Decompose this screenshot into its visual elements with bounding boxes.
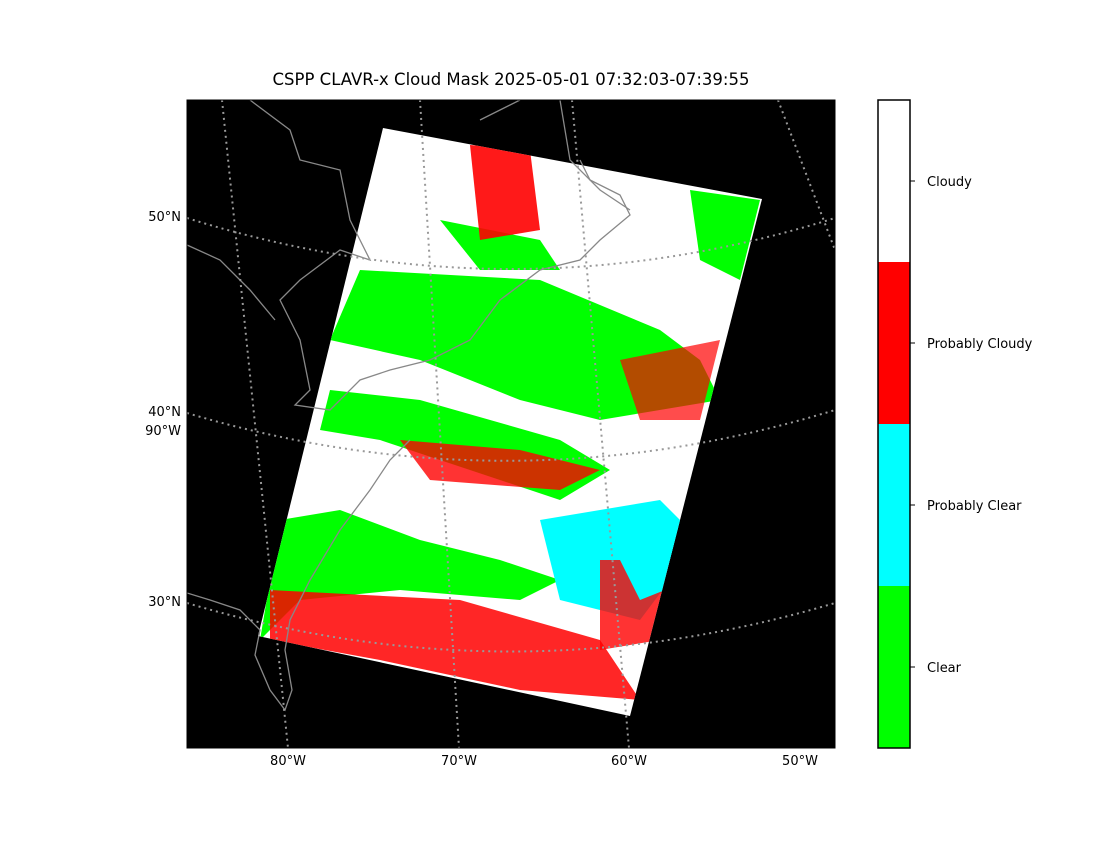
lon-label: 50°W: [782, 754, 818, 769]
lon-label: 70°W: [441, 754, 477, 769]
colorbar-segment: [878, 586, 910, 748]
colorbar-label: Probably Cloudy: [927, 337, 1033, 352]
map: 50°N 40°N 30°N 90°W 80°W 70°W 60°W 50°W: [145, 99, 836, 769]
colorbar-frame: [877, 99, 911, 749]
lat-label: 40°N: [148, 405, 181, 420]
colorbar: Clear Probably Clear Probably Cloudy Cloudy: [877, 99, 1033, 749]
lat-label: 30°N: [148, 595, 181, 610]
title: CSPP CLAVR-x Cloud Mask 2025-05-01 07:32…: [273, 70, 750, 89]
graticule: [187, 100, 835, 748]
colorbar-segment: [878, 262, 910, 424]
lon-label: 60°W: [611, 754, 647, 769]
colorbar-segment: [878, 100, 910, 262]
colorbar-label: Cloudy: [927, 175, 972, 190]
cloud-patches: [260, 145, 760, 700]
lon-label: 90°W: [145, 424, 181, 439]
colorbar-label: Clear: [927, 661, 962, 676]
colorbar-segment: [878, 424, 910, 586]
map-frame: [186, 99, 836, 749]
colorbar-label: Probably Clear: [927, 499, 1022, 514]
lon-label: 80°W: [270, 754, 306, 769]
lat-label: 50°N: [148, 210, 181, 225]
